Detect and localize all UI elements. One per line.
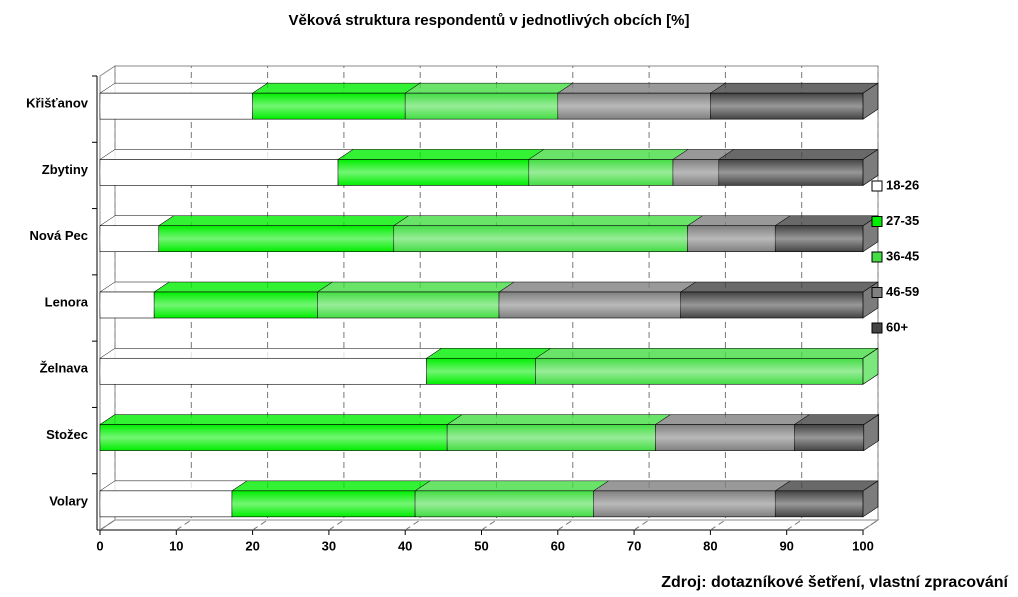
bar-shine (655, 424, 795, 451)
bar-top (679, 281, 879, 293)
legend-label: 60+ (886, 319, 908, 334)
bar-top (231, 480, 431, 492)
bar-top (392, 215, 704, 226)
source-note: Zdroj: dotazníkové šetření, vlastní zpra… (661, 574, 1008, 591)
bar-shine (252, 93, 406, 120)
x-tick-label: 30 (322, 538, 336, 553)
bar-top (316, 281, 515, 293)
bar-shine (154, 292, 318, 318)
bar-shine (794, 424, 864, 451)
bar-shine (100, 93, 253, 120)
legend-label: 18-26 (886, 177, 919, 192)
bar-shine (100, 292, 155, 318)
bar-shine (528, 159, 674, 186)
bar-top (446, 414, 672, 425)
bar-shine (317, 292, 500, 318)
x-tick-label: 40 (398, 538, 412, 553)
legend-label: 46-59 (886, 284, 919, 299)
x-tick-label: 100 (852, 538, 874, 553)
bar-top (414, 480, 610, 492)
x-tick-label: 80 (703, 538, 717, 553)
bar-shine (557, 93, 711, 120)
legend-swatch (871, 180, 883, 192)
bar-top (717, 149, 879, 160)
bar-shine (593, 490, 776, 517)
bar-shine (231, 490, 416, 517)
bar-top (654, 414, 811, 425)
legend-label: 27-35 (886, 213, 919, 228)
y-tick-label: Stožec (46, 427, 88, 442)
bar-shine (100, 159, 339, 186)
x-tick-label: 70 (627, 538, 641, 553)
bar-side (862, 82, 879, 120)
x-tick-label: 90 (779, 538, 793, 553)
bar-side (863, 414, 880, 452)
bar-side (862, 347, 879, 385)
x-tick-label: 60 (551, 538, 565, 553)
bar-top (153, 281, 334, 293)
floor (98, 519, 880, 531)
bar-top (774, 480, 879, 492)
bar-top (99, 480, 248, 492)
bar-top (251, 82, 422, 94)
bar-top (99, 149, 354, 160)
bar-top (157, 215, 410, 226)
x-tick-label: 20 (245, 538, 259, 553)
bar-shine (100, 358, 427, 385)
y-tick-label: Volary (49, 493, 89, 508)
bar-shine (687, 225, 776, 252)
bar-shine (100, 490, 232, 517)
bar-shine (393, 225, 688, 252)
bar-shine (673, 159, 719, 186)
y-tick-label: Nová Pec (29, 228, 88, 243)
legend-swatch (871, 216, 883, 227)
x-tick-label: 0 (96, 538, 103, 553)
bar-top (774, 215, 879, 226)
chart-title: Věková struktura respondentů v jednotliv… (289, 12, 690, 29)
bar-top (99, 414, 463, 425)
bar-top (709, 82, 879, 94)
bar-shine (338, 159, 529, 186)
y-tick-label: Lenora (45, 294, 89, 309)
bar-top (592, 480, 792, 492)
y-tick-label: Křišťanov (26, 96, 89, 111)
y-tick-label: Zbytiny (42, 162, 89, 177)
bar-top (425, 348, 552, 359)
bar-shine (680, 292, 863, 318)
bar-shine (710, 93, 863, 120)
bar-top (99, 82, 269, 94)
bar-shine (535, 358, 863, 385)
bar-top (534, 348, 879, 359)
bar-top (527, 149, 689, 160)
bar-shine (775, 490, 863, 517)
bar-shine (447, 424, 656, 451)
bar-shine (405, 93, 558, 120)
bar-shine (426, 358, 536, 385)
x-tick-label: 50 (474, 538, 488, 553)
bar-shine (158, 225, 394, 252)
legend-swatch (871, 251, 883, 263)
bar-shine (499, 292, 681, 318)
y-tick-label: Želnava (40, 361, 89, 376)
bar-side (862, 148, 879, 186)
bar-top (556, 82, 727, 94)
legend-swatch (871, 322, 883, 334)
bar-side (862, 480, 879, 518)
bar-top (99, 348, 443, 359)
bar-shine (100, 424, 448, 451)
bar-shine (100, 225, 159, 252)
bar-shine (775, 225, 863, 252)
bar-top (404, 82, 574, 94)
bar-top (337, 149, 545, 160)
legend-label: 36-45 (886, 248, 919, 263)
x-tick-label: 10 (169, 538, 183, 553)
legend-swatch (871, 287, 883, 298)
bar-shine (718, 159, 863, 186)
bar-top (686, 215, 792, 226)
bar-top (498, 281, 697, 293)
bar-shine (415, 490, 594, 517)
